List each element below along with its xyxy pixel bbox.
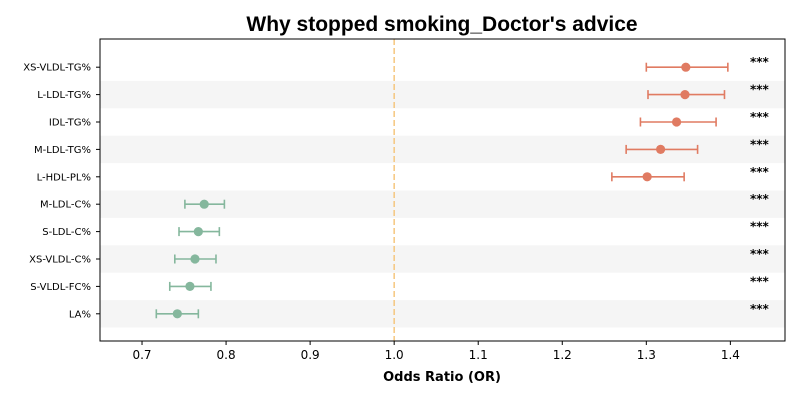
y-axis: XS-VLDL-TG% L-LDL-TG% IDL-TG% M-LDL-TG% L-HD… (23, 63, 100, 320)
significance-label: *** (750, 192, 770, 206)
y-tick-label: L-LDL-TG% (37, 90, 91, 101)
or-point (199, 199, 209, 209)
x-axis-label: Odds Ratio (OR) (383, 370, 501, 385)
y-tick-label: XS-VLDL-C% (29, 255, 91, 266)
y-tick-label: M-LDL-TG% (34, 145, 91, 156)
or-point (642, 172, 652, 182)
significance-label: *** (750, 137, 770, 151)
y-tick-label: S-LDL-C% (42, 227, 91, 238)
significance-label: *** (750, 247, 770, 261)
y-tick-label: M-LDL-C% (40, 200, 91, 211)
or-point (190, 254, 200, 264)
y-tick-label: LA% (69, 309, 91, 320)
significance-label: *** (750, 55, 770, 69)
forest-row: *** (625, 137, 770, 154)
forest-row: *** (647, 83, 770, 100)
x-tick-label: 1.2 (553, 348, 572, 362)
x-tick-label: 1.1 (469, 348, 488, 362)
significance-label: *** (750, 165, 770, 179)
y-tick-label: IDL-TG% (49, 118, 91, 129)
or-point (656, 144, 666, 154)
significance-label: *** (750, 220, 770, 234)
chart-title: Why stopped smoking_Doctor's advice (246, 13, 637, 36)
x-tick-label: 1.3 (637, 348, 656, 362)
or-point (193, 227, 203, 237)
x-tick-label: 0.9 (301, 348, 320, 362)
or-point (671, 117, 682, 127)
forest-row: *** (178, 220, 770, 237)
forest-row: *** (184, 192, 770, 209)
row-band (100, 300, 785, 328)
or-point (680, 90, 690, 100)
x-tick-label: 1.0 (385, 348, 404, 362)
significance-label: *** (750, 274, 770, 288)
data-rows: *** *** *** *** *** *** *** *** *** *** (155, 55, 770, 319)
or-point (681, 62, 691, 72)
y-tick-label: S-VLDL-FC% (30, 282, 91, 293)
forest-row: *** (168, 274, 770, 291)
forest-row: *** (611, 165, 770, 182)
significance-label: *** (750, 302, 770, 316)
x-tick-label: 1.4 (721, 348, 740, 362)
forest-row: *** (174, 247, 770, 264)
plot-frame (99, 38, 786, 342)
significance-label: *** (750, 110, 770, 124)
or-point (185, 281, 195, 291)
forest-row: *** (639, 110, 770, 127)
x-axis: 0.7 0.8 0.9 1.0 1.1 1.2 1.3 1.4 (132, 341, 740, 362)
forest-row: *** (645, 55, 770, 72)
significance-label: *** (750, 83, 770, 97)
x-tick-label: 0.8 (217, 348, 236, 362)
x-tick-label: 0.7 (132, 348, 151, 362)
y-tick-label: XS-VLDL-TG% (23, 63, 91, 74)
y-tick-label: L-HDL-PL% (37, 172, 91, 183)
forest-row: *** (155, 302, 770, 319)
or-point (172, 309, 182, 319)
